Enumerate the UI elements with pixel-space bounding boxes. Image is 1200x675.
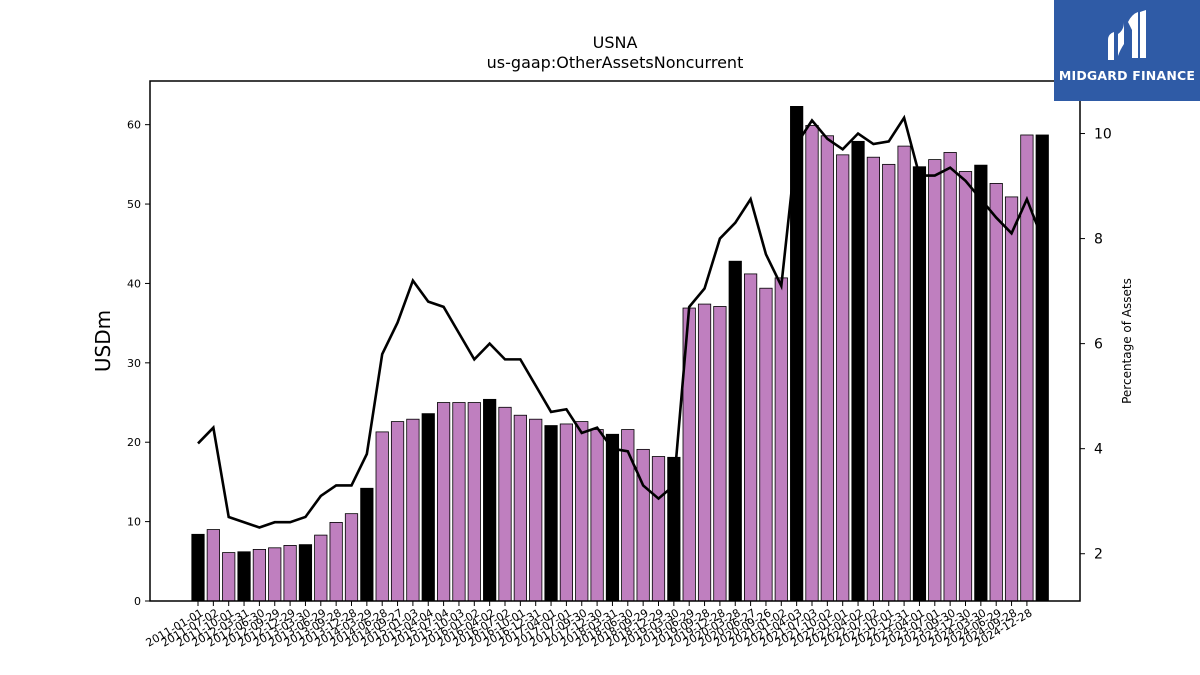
- bar: [283, 545, 297, 602]
- y-tick-label: 0: [134, 595, 141, 608]
- bar: [866, 156, 881, 602]
- bar-group: [191, 106, 1049, 602]
- y2-axis-label: Percentage of Assets: [1120, 278, 1134, 404]
- bar: [575, 421, 589, 602]
- bar: [421, 413, 435, 602]
- y2-tick-label: 8: [1094, 232, 1103, 248]
- bar: [222, 552, 236, 602]
- bar: [344, 513, 359, 602]
- series-line: [197, 114, 1044, 529]
- y2-tick-label: 2: [1094, 547, 1103, 563]
- bar: [728, 260, 742, 602]
- bar: [805, 125, 819, 602]
- bar: [298, 544, 313, 602]
- midgard-m-icon: [1108, 10, 1146, 60]
- bar: [1020, 134, 1034, 602]
- y2-tick-label: 6: [1094, 337, 1103, 353]
- bar: [390, 421, 405, 602]
- brand-logo: MIDGARD FINANCE: [1054, 0, 1200, 101]
- bar: [928, 159, 942, 602]
- chart-title: USNA: [593, 33, 638, 52]
- bar: [483, 398, 497, 602]
- bar: [897, 145, 911, 602]
- brand-name: MIDGARD FINANCE: [1058, 68, 1196, 83]
- y-tick-label: 30: [127, 357, 141, 370]
- y2-tick-label: 4: [1094, 442, 1103, 458]
- bar: [989, 183, 1003, 602]
- y-axis-right: 2 4 6 8 10: [1080, 127, 1112, 563]
- y-tick-label: 10: [127, 516, 141, 529]
- x-axis: 2011-01-012011-07-022011-10-012012-03-31…: [144, 601, 1034, 650]
- plot-frame: [149, 80, 1081, 602]
- bar: [605, 433, 620, 602]
- chart-subtitle: us-gaap:OtherAssetsNoncurrent: [487, 53, 744, 72]
- bar: [590, 429, 604, 602]
- bar: [958, 171, 973, 602]
- y-tick-label: 60: [127, 119, 141, 132]
- y2-tick-label: 10: [1094, 127, 1112, 143]
- bar: [774, 277, 788, 602]
- y-tick-label: 20: [127, 436, 141, 449]
- bar: [467, 402, 481, 602]
- bar: [943, 152, 957, 602]
- line-group: [197, 114, 1044, 529]
- bar: [820, 135, 834, 602]
- bar: [268, 547, 282, 602]
- bar: [237, 551, 251, 602]
- bar: [713, 306, 727, 602]
- bar: [851, 140, 865, 602]
- bar: [836, 154, 850, 602]
- bar: [206, 529, 220, 602]
- bar: [513, 414, 527, 602]
- bar: [744, 273, 758, 602]
- bar: [621, 429, 635, 602]
- bar: [697, 303, 712, 602]
- bar: [436, 402, 451, 602]
- bar: [912, 166, 927, 602]
- bar: [636, 448, 650, 602]
- bar: [406, 418, 420, 602]
- bar: [759, 287, 773, 602]
- y-tick-label: 50: [127, 198, 141, 211]
- y-tick-label: 40: [127, 277, 141, 290]
- bar: [375, 431, 389, 602]
- bar: [252, 549, 266, 602]
- bar: [329, 522, 343, 602]
- bar: [974, 164, 988, 602]
- bar: [882, 163, 896, 602]
- bar: [498, 406, 512, 602]
- bar: [559, 423, 574, 602]
- bar: [1035, 134, 1049, 602]
- bar: [314, 534, 328, 602]
- bar: [651, 456, 666, 602]
- bar: [544, 425, 558, 602]
- bar: [191, 533, 205, 602]
- bar: [1004, 196, 1019, 602]
- bar: [452, 402, 466, 602]
- y-axis-label: USDm: [91, 310, 115, 372]
- y-axis-left: 0 10 20 30 40 50 60: [127, 119, 150, 608]
- bar: [360, 487, 374, 602]
- bar: [529, 418, 543, 602]
